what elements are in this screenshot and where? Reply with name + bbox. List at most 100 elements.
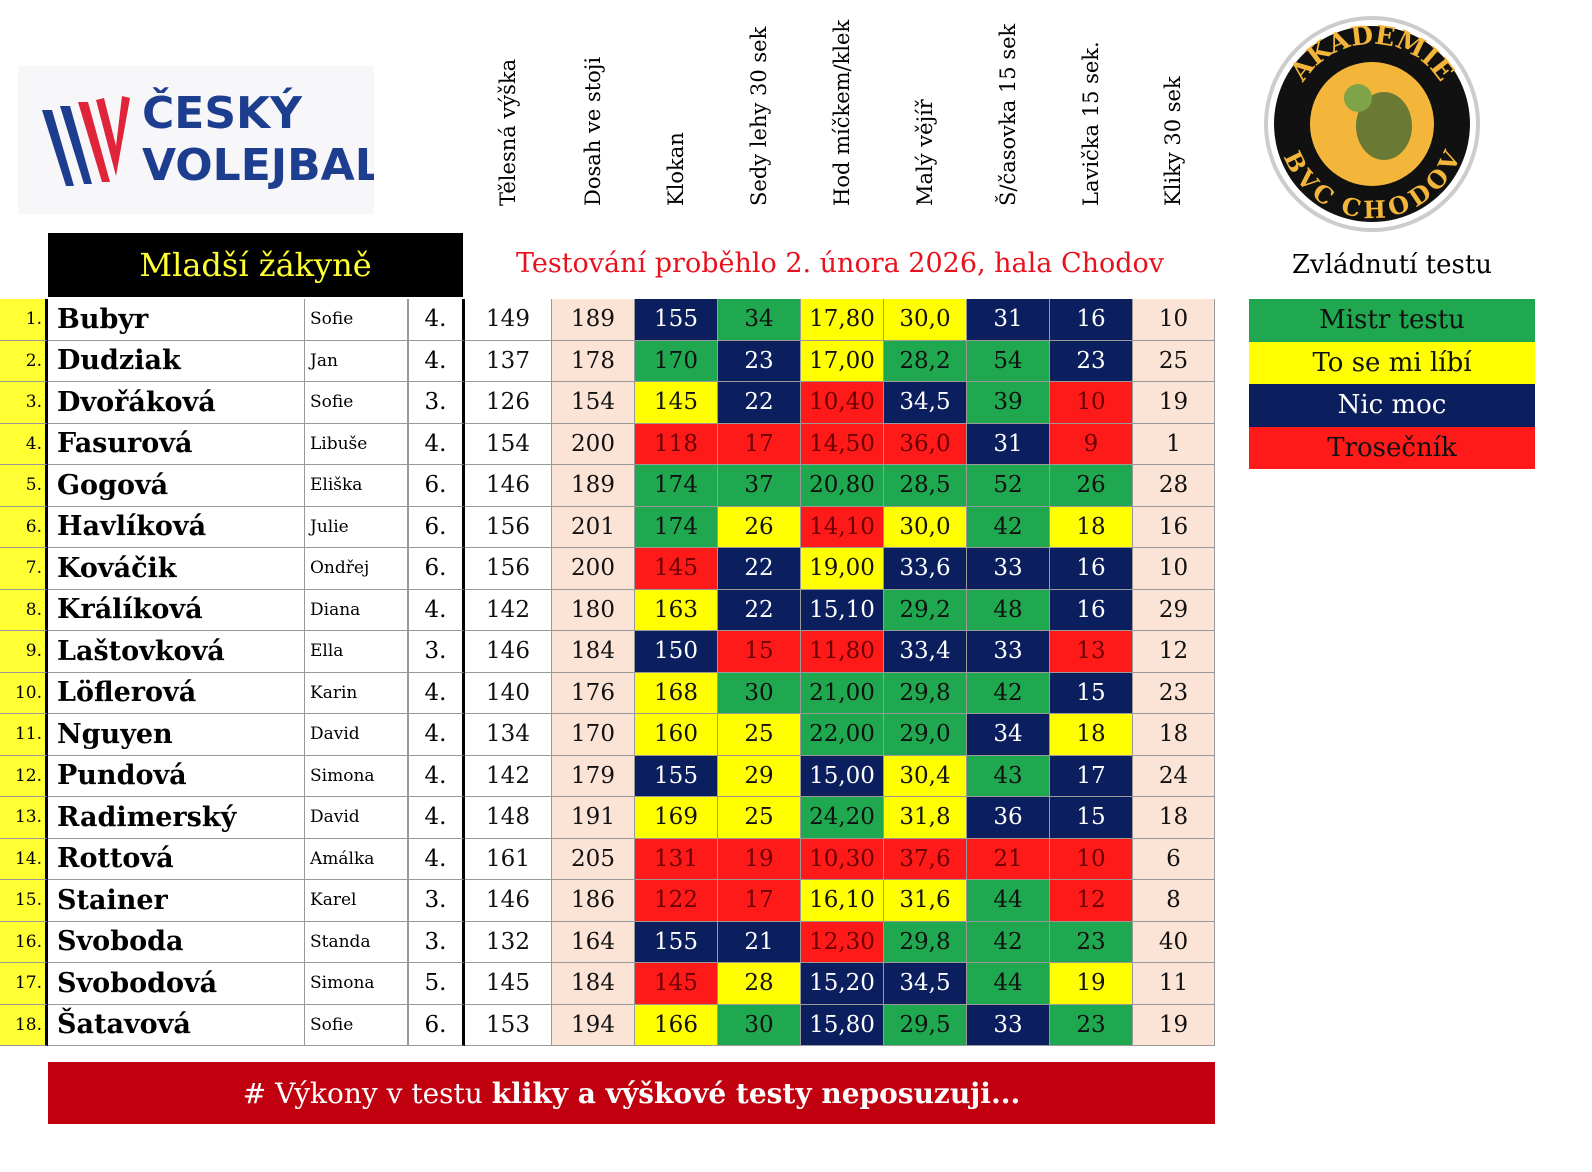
score-cell: 18 — [1133, 714, 1215, 756]
score-cell: 33,4 — [884, 631, 967, 673]
logo-right: AKADEMIE BVC CHODOV — [1264, 16, 1480, 232]
score-cell: 44 — [967, 963, 1050, 1005]
rank: 5. — [0, 465, 48, 507]
column-header: Hod míčkem/klek — [829, 19, 854, 206]
legend-item: Mistr testu — [1249, 299, 1535, 342]
score-cell: 40 — [1133, 921, 1215, 963]
score-cell: 52 — [967, 465, 1050, 507]
score-cell: 16 — [1050, 548, 1133, 590]
score-cell: 33,6 — [884, 548, 967, 590]
score-cell: 9 — [1050, 423, 1133, 465]
score-cell: 184 — [552, 963, 635, 1005]
note: Testování proběhlo 2. února 2026, hala C… — [515, 248, 1165, 279]
score-cell: 21 — [967, 838, 1050, 880]
score-cell: 191 — [552, 797, 635, 839]
footer-text: # Výkony v testu — [242, 1076, 492, 1110]
score-cell: 23 — [1050, 921, 1133, 963]
score-cell: 34 — [718, 299, 801, 341]
score-cell: 18 — [1050, 506, 1133, 548]
rank: 1. — [0, 299, 48, 341]
score-cell: 29,8 — [884, 672, 967, 714]
first-name: Amálka — [305, 838, 408, 880]
score-cell: 34,5 — [884, 963, 967, 1005]
score-cell: 176 — [552, 672, 635, 714]
score-cell: 155 — [635, 299, 718, 341]
column-header: Š/časovka 15 sek — [995, 23, 1020, 206]
score-cell: 131 — [635, 838, 718, 880]
rank: 7. — [0, 548, 48, 590]
group-title: Mladší žákyně — [48, 233, 463, 297]
score-cell: 24,20 — [801, 797, 884, 839]
grade: 4. — [408, 299, 465, 341]
grade: 3. — [408, 880, 465, 922]
column-header: Klokan — [663, 132, 688, 206]
rank: 11. — [0, 714, 48, 756]
score-cell: 28,2 — [884, 340, 967, 382]
grade: 6. — [408, 548, 465, 590]
score-cell: 12 — [1050, 880, 1133, 922]
surname: Havlíková — [48, 506, 305, 548]
score-cell: 19 — [1133, 382, 1215, 424]
score-cell: 168 — [635, 672, 718, 714]
surname: Pundová — [48, 755, 305, 797]
surname: Svoboda — [48, 921, 305, 963]
score-cell: 42 — [967, 506, 1050, 548]
score-cell: 12 — [1133, 631, 1215, 673]
score-cell: 31,6 — [884, 880, 967, 922]
score-cell: 11,80 — [801, 631, 884, 673]
score-cell: 142 — [465, 755, 552, 797]
score-cell: 29,0 — [884, 714, 967, 756]
rank: 15. — [0, 880, 48, 922]
footer: # Výkony v testu kliky a výškové testy n… — [48, 1062, 1215, 1124]
score-cell: 23 — [1133, 672, 1215, 714]
score-cell: 19 — [1133, 1004, 1215, 1046]
score-cell: 155 — [635, 921, 718, 963]
score-cell: 25 — [718, 714, 801, 756]
score-cell: 19 — [1050, 963, 1133, 1005]
grade: 3. — [408, 921, 465, 963]
rank: 9. — [0, 631, 48, 673]
rank: 2. — [0, 340, 48, 382]
logo-text: VOLEJBAL — [142, 140, 374, 191]
score-cell: 146 — [465, 465, 552, 507]
score-cell: 118 — [635, 423, 718, 465]
column-header: Malý vějíř — [912, 99, 937, 206]
surname: Laštovková — [48, 631, 305, 673]
grade: 4. — [408, 589, 465, 631]
score-cell: 189 — [552, 465, 635, 507]
score-cell: 134 — [465, 714, 552, 756]
surname: Rottová — [48, 838, 305, 880]
score-cell: 145 — [635, 963, 718, 1005]
score-cell: 10,40 — [801, 382, 884, 424]
rank: 10. — [0, 672, 48, 714]
score-cell: 146 — [465, 880, 552, 922]
first-name: Jan — [305, 340, 408, 382]
rank: 3. — [0, 382, 48, 424]
score-cell: 36 — [967, 797, 1050, 839]
legend-item: Nic moc — [1249, 384, 1535, 427]
logo-left: ČESKÝ VOLEJBAL — [18, 66, 374, 214]
grade: 6. — [408, 506, 465, 548]
rank: 12. — [0, 755, 48, 797]
rank: 4. — [0, 423, 48, 465]
score-cell: 154 — [465, 423, 552, 465]
score-cell: 33 — [967, 1004, 1050, 1046]
grade: 4. — [408, 755, 465, 797]
score-cell: 145 — [635, 382, 718, 424]
score-cell: 174 — [635, 465, 718, 507]
score-cell: 29,2 — [884, 589, 967, 631]
score-cell: 16 — [1050, 299, 1133, 341]
score-cell: 12,30 — [801, 921, 884, 963]
surname: Radimerský — [48, 797, 305, 839]
score-cell: 23 — [1050, 340, 1133, 382]
score-cell: 22 — [718, 548, 801, 590]
grade: 6. — [408, 1004, 465, 1046]
score-cell: 28 — [1133, 465, 1215, 507]
score-cell: 37 — [718, 465, 801, 507]
score-cell: 39 — [967, 382, 1050, 424]
score-cell: 8 — [1133, 880, 1215, 922]
score-cell: 150 — [635, 631, 718, 673]
rank: 8. — [0, 589, 48, 631]
surname: Dudziak — [48, 340, 305, 382]
score-cell: 16,10 — [801, 880, 884, 922]
